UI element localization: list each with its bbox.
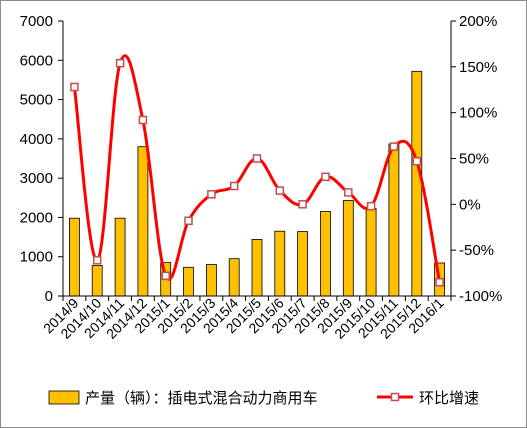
bar-2015-9	[342, 200, 354, 297]
y-right-tick-label: 100%	[459, 105, 497, 122]
line-marker-2016-1	[435, 278, 444, 287]
plot-area: 0 1000 2000 3000 4000 5000 6000 7000 -100% -50% 0%…	[20, 13, 503, 342]
line-marker-2014-12	[138, 115, 148, 125]
line-marker-2015-11	[389, 142, 399, 151]
bar-2015-8	[320, 211, 331, 297]
legend-swatch-marker	[390, 392, 400, 402]
y-left-tick-label: 3000	[20, 170, 53, 187]
line-marker-2015-6	[275, 186, 285, 195]
line-marker-2015-10	[366, 201, 376, 211]
y-left-tick-label: 7000	[20, 13, 53, 30]
y-left-tick-label: 6000	[20, 52, 53, 69]
line-marker-2015-2	[184, 216, 193, 226]
line-marker-2014-11	[115, 58, 125, 68]
line-marker-2015-4	[229, 181, 239, 191]
line-marker-2015-12	[412, 157, 422, 166]
bar-2015-5	[251, 238, 263, 297]
bar-2014-12	[137, 146, 149, 297]
y-right-tick-label: 0%	[459, 196, 481, 213]
y-right-tick-label: 150%	[459, 59, 497, 76]
bar-2015-10	[365, 207, 377, 297]
legend-label-bar: 产量（辆）：插电式混合动力商用车	[85, 390, 318, 407]
line-marker-2015-7	[298, 200, 307, 209]
y-left-tick-label: 0	[45, 288, 53, 305]
line-marker-2015-3	[207, 190, 216, 199]
legend-label-line: 环比增速	[419, 390, 479, 407]
bar-2015-2	[183, 266, 194, 297]
legend-swatch-bar	[48, 390, 80, 405]
y-right-tick-label: -50%	[459, 242, 494, 259]
line-marker-2014-10	[92, 256, 102, 265]
bar-2015-4	[228, 258, 240, 297]
bar-2015-11	[388, 143, 400, 297]
line-marker-2015-1	[161, 271, 170, 281]
bar-2015-7	[297, 231, 309, 297]
y-left-tick-label: 2000	[20, 209, 53, 226]
y-right-tick-label: 200%	[459, 13, 497, 30]
bar-2015-3	[205, 264, 217, 297]
y-left-tick-label: 5000	[20, 92, 53, 109]
bar-2014-11	[114, 217, 126, 297]
y-right-tick-label: -100%	[459, 288, 502, 305]
bar-2014-9	[69, 217, 80, 297]
bar-2014-10	[91, 264, 103, 297]
bar-2015-6	[274, 230, 286, 297]
line-marker-2015-5	[252, 154, 262, 163]
y-left-tick-label: 1000	[20, 249, 53, 266]
line-marker-2014-9	[70, 82, 79, 92]
y-right-tick-label: 50%	[459, 151, 489, 168]
y-left-tick-label: 4000	[20, 131, 53, 148]
line-marker-2015-8	[321, 172, 330, 182]
bar-2015-12	[411, 70, 423, 297]
legend: 产量（辆）：插电式混合动力商用车 环比增速	[48, 390, 479, 407]
line-marker-2015-9	[344, 188, 353, 197]
